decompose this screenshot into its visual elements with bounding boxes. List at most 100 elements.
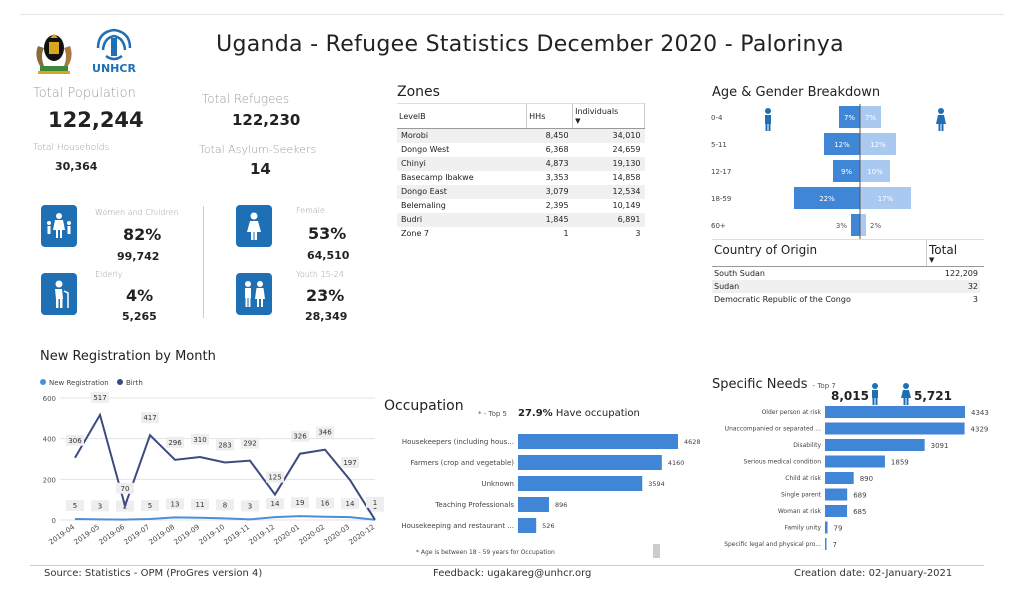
country-row[interactable]: Democratic Republic of the Congo 3	[712, 293, 980, 306]
registration-line	[74, 515, 376, 521]
registration-value: 8	[223, 501, 227, 509]
zone-name: Chinyi	[397, 156, 527, 171]
occupation-category: Housekeeping and restaurant ...	[401, 522, 514, 530]
country-name: South Sudan	[714, 269, 765, 278]
country-name: Sudan	[712, 280, 925, 293]
age-male-value: 3%	[836, 222, 847, 230]
country-total: 3	[972, 295, 978, 304]
elderly-pct: 4%	[126, 286, 154, 305]
data-label-bg	[116, 482, 134, 494]
needs-value: 685	[853, 508, 866, 516]
legend-marker	[40, 379, 46, 385]
birth-value: 296	[168, 439, 182, 447]
svg-text:UNHCR: UNHCR	[92, 62, 136, 75]
total-refugees-label: Total Refugees	[202, 92, 290, 106]
data-label-bg	[316, 497, 334, 509]
zone-individuals: 12,534	[572, 184, 645, 199]
needs-value: 689	[853, 492, 866, 500]
data-label-bg	[91, 500, 109, 512]
zones-row[interactable]: Basecamp Ibakwe 3,353 14,858	[397, 171, 645, 185]
birth-value: 292	[243, 440, 256, 448]
zone-hhs: 1,845	[526, 212, 573, 227]
registration-value: 3	[248, 502, 252, 510]
occupation-category: Teaching Professionals	[434, 501, 514, 509]
occupation-category: Housekeepers (including hous...	[402, 438, 514, 446]
birth-value: 417	[143, 414, 156, 422]
top-divider	[20, 14, 1004, 15]
age-bar-female	[860, 106, 881, 128]
country-col-country[interactable]: Country of Origin	[714, 243, 818, 257]
zone-individuals: 14,858	[612, 173, 641, 182]
needs-value: 1859	[891, 459, 909, 467]
x-tick-label: 2020-01	[273, 523, 302, 546]
needs-bar	[825, 488, 848, 501]
needs-category: Serious medical condition	[744, 459, 822, 466]
zones-row[interactable]: Zone 7 1 3	[397, 227, 645, 241]
country-col-total[interactable]: Total ▼	[926, 240, 984, 266]
occupation-bar	[518, 518, 537, 533]
data-label-bg	[266, 498, 284, 510]
zone-name: Belemaling	[401, 201, 446, 210]
y-tick-label: 600	[43, 395, 56, 403]
data-label-bg	[341, 498, 359, 510]
x-tick-label: 2020-12	[348, 523, 377, 546]
registration-value: 11	[196, 501, 205, 509]
total-households-value: 30,364	[55, 160, 98, 173]
zone-hhs: 6,368	[545, 145, 569, 154]
zones-row[interactable]: Morobi 8,450 34,010	[397, 128, 645, 143]
y-tick-label: 400	[43, 436, 56, 444]
registration-value: 13	[171, 500, 180, 508]
zones-title: Zones	[397, 84, 440, 100]
footer-feedback[interactable]: Feedback: ugakareg@unhcr.org	[433, 568, 592, 579]
zones-row[interactable]: Dongo West 6,368 24,659	[397, 143, 645, 157]
male-person-icon	[765, 108, 771, 131]
zones-row[interactable]: Dongo East 3,079 12,534	[397, 184, 645, 199]
needs-category: Specific legal and physical pro...	[724, 541, 821, 548]
zone-individuals: 34,010	[572, 128, 645, 143]
needs-value: 7	[833, 541, 837, 549]
age-bar-female	[860, 187, 911, 209]
needs-value: 4329	[971, 426, 989, 434]
registration-title: New Registration by Month	[40, 349, 216, 364]
needs-bar	[825, 422, 965, 435]
birth-value: 326	[293, 433, 307, 441]
age-gender-title: Age & Gender Breakdown	[712, 85, 881, 100]
women-children-pct: 82%	[123, 225, 162, 244]
zones-col-hhs[interactable]: HHs	[526, 103, 573, 129]
country-row[interactable]: Sudan 32	[712, 280, 980, 293]
birth-line	[74, 412, 376, 521]
unhcr-logo: UNHCR	[84, 24, 144, 78]
age-bar-male	[833, 160, 860, 182]
data-label-bg	[366, 496, 384, 508]
zone-hhs: 4,873	[526, 156, 573, 171]
country-total: 122,209	[944, 269, 978, 278]
data-label-bg	[291, 497, 309, 509]
age-label: 12-17	[711, 168, 731, 176]
zones-col-levelb[interactable]: LevelB	[397, 103, 527, 129]
birth-value: 1	[373, 499, 377, 507]
occupation-title: Occupation	[384, 398, 464, 414]
zones-table: LevelB HHs Individuals ▼ Morobi 8,450 34,01…	[397, 103, 645, 241]
registration-value: 3	[98, 502, 102, 510]
x-tick-label: 2019-08	[148, 523, 177, 546]
zone-hhs: 3,079	[526, 184, 573, 199]
zones-row[interactable]: Budri 1,845 6,891	[397, 212, 645, 227]
occupation-bar	[518, 434, 678, 449]
zones-col-individuals[interactable]: Individuals ▼	[572, 103, 645, 129]
needs-bar	[825, 455, 885, 468]
zones-row[interactable]: Chinyi 4,873 19,130	[397, 156, 645, 171]
age-bar-female	[860, 133, 896, 155]
elderly-count: 5,265	[122, 310, 157, 323]
age-male-value: 9%	[841, 168, 852, 176]
zones-row[interactable]: Belemaling 2,395 10,149	[397, 199, 645, 213]
age-female-value: 17%	[878, 195, 894, 203]
data-label-bg	[141, 499, 159, 511]
occupation-scrollbar[interactable]	[653, 544, 660, 558]
zone-individuals: 3	[635, 229, 641, 238]
zone-hhs: 3,353	[545, 173, 569, 182]
registration-value: 16	[321, 500, 330, 508]
country-row[interactable]: South Sudan 122,209	[712, 267, 980, 280]
data-label-bg	[316, 426, 334, 438]
x-tick-label: 2019-04	[48, 523, 77, 547]
age-bar-male	[851, 214, 860, 236]
